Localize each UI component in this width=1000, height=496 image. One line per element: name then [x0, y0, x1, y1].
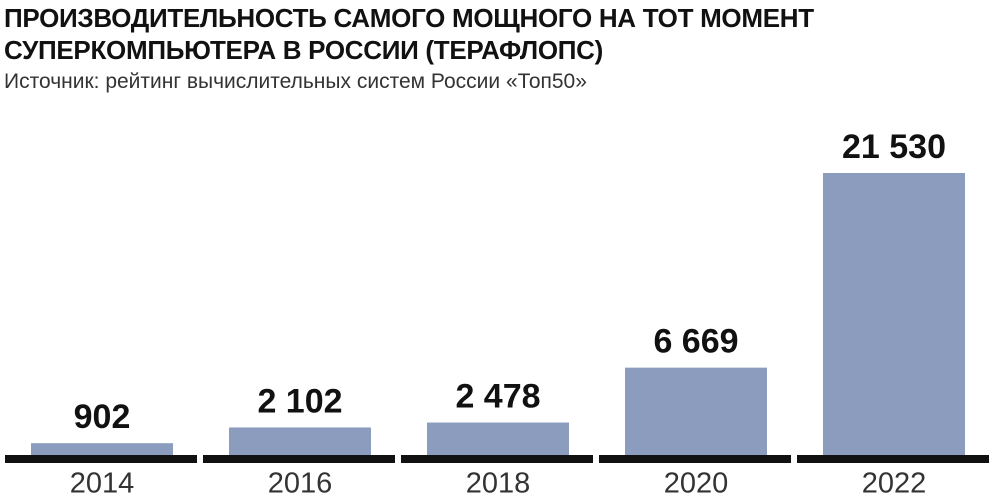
value-label: 2 102	[257, 382, 342, 420]
baseline-segment	[5, 455, 197, 463]
x-tick-label: 2018	[466, 468, 531, 496]
value-label: 6 669	[653, 323, 738, 361]
x-tick-label: 2014	[70, 468, 135, 496]
chart-title: ПРОИЗВОДИТЕЛЬНОСТЬ САМОГО МОЩНОГО НА ТОТ…	[4, 3, 814, 65]
baseline-segment	[599, 455, 791, 463]
bar	[625, 367, 767, 455]
chart-subtitle: Источник: рейтинг вычислительных систем …	[4, 70, 587, 93]
bar	[823, 173, 965, 455]
value-label: 2 478	[455, 378, 540, 416]
baseline-segment	[203, 455, 395, 463]
baseline-segment	[401, 455, 593, 463]
baseline-segment	[797, 455, 989, 463]
x-tick-label: 2016	[268, 468, 333, 496]
value-label: 21 530	[842, 128, 946, 166]
x-tick-label: 2020	[664, 468, 729, 496]
bar	[31, 443, 173, 455]
bar	[229, 427, 371, 455]
value-label: 902	[74, 398, 131, 436]
bar	[427, 422, 569, 455]
x-tick-label: 2022	[862, 468, 927, 496]
